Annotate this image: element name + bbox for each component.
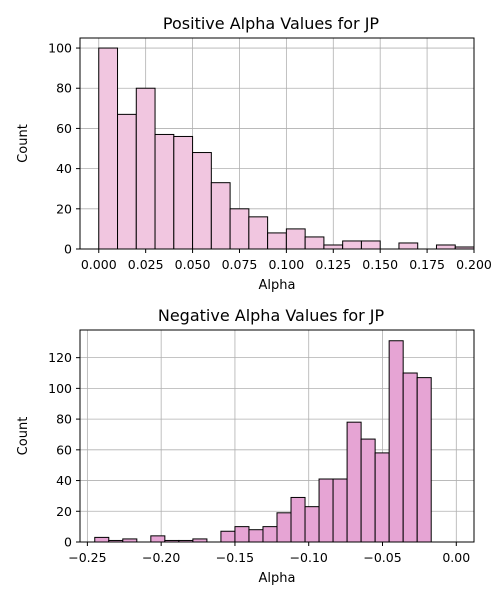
histogram-bar bbox=[416, 377, 432, 543]
y-tick-labels: 0 20 40 60 80 100 bbox=[48, 41, 80, 257]
histogram-bar bbox=[267, 232, 287, 250]
y-tick-label: 0 bbox=[64, 535, 72, 550]
x-tick-label: 0.050 bbox=[175, 257, 211, 272]
y-tick-label: 100 bbox=[48, 381, 72, 396]
x-tick-label: −0.10 bbox=[290, 550, 328, 565]
histogram-bar bbox=[229, 208, 250, 250]
positive-alpha-histogram: Positive Alpha Values for JP 0.000 0.025 0… bbox=[16, 14, 492, 293]
histogram-bar bbox=[323, 244, 344, 250]
x-axis-label: Alpha bbox=[259, 571, 296, 586]
histogram-bar bbox=[304, 236, 325, 250]
histogram-bar bbox=[220, 530, 236, 543]
y-tick-label: 80 bbox=[56, 81, 72, 96]
chart-title: Positive Alpha Values for JP bbox=[163, 14, 380, 33]
histogram-bar bbox=[332, 478, 348, 543]
histogram-bar bbox=[154, 133, 175, 250]
y-axis-label: Count bbox=[16, 417, 31, 456]
histogram-bar bbox=[234, 526, 250, 543]
histogram-bar bbox=[98, 47, 119, 250]
histogram-bar bbox=[374, 452, 390, 543]
x-tick-label: −0.05 bbox=[363, 550, 401, 565]
histogram-bar bbox=[262, 526, 278, 543]
y-tick-label: 80 bbox=[56, 412, 72, 427]
histogram-bar bbox=[388, 340, 404, 543]
histogram-bar bbox=[276, 512, 292, 543]
x-tick-label: −0.25 bbox=[68, 550, 106, 565]
x-tick-label: 0.000 bbox=[81, 257, 117, 272]
x-tick-label: 0.100 bbox=[268, 257, 304, 272]
negative-alpha-histogram: Negative Alpha Values for JP −0.25 −0.20−… bbox=[16, 306, 475, 586]
chart-title: Negative Alpha Values for JP bbox=[158, 306, 385, 325]
histogram-bar bbox=[248, 216, 269, 250]
histogram-bar bbox=[248, 529, 264, 543]
histogram-bar bbox=[435, 244, 456, 250]
histogram-bar bbox=[150, 535, 166, 543]
x-tick-label: 0.00 bbox=[442, 550, 470, 565]
y-tick-label: 100 bbox=[48, 41, 72, 56]
x-axis-label: Alpha bbox=[259, 278, 296, 293]
histogram-bar bbox=[304, 506, 320, 543]
x-tick-label: 0.175 bbox=[409, 257, 445, 272]
x-tick-label: 0.150 bbox=[362, 257, 398, 272]
x-tick-label: −0.20 bbox=[142, 550, 180, 565]
histogram-bar bbox=[290, 496, 306, 543]
histogram-bar bbox=[346, 421, 362, 543]
x-tick-label: 0.200 bbox=[456, 257, 492, 272]
histogram-bar bbox=[210, 182, 231, 250]
y-tick-label: 60 bbox=[56, 121, 72, 136]
histogram-bar bbox=[360, 240, 381, 250]
x-tick-label: 0.125 bbox=[315, 257, 351, 272]
y-tick-label: 40 bbox=[56, 473, 72, 488]
axes-frame bbox=[79, 329, 475, 543]
y-tick-label: 40 bbox=[56, 161, 72, 176]
x-tick-label: 0.025 bbox=[128, 257, 164, 272]
axes-frame bbox=[79, 37, 475, 250]
y-tick-labels: 0 20 40 60 80 100 120 bbox=[48, 350, 80, 550]
histogram-bar bbox=[192, 152, 212, 250]
y-axis-label: Count bbox=[16, 124, 31, 163]
x-tick-labels: −0.25 −0.20 −0.15 −0.10 −0.05 0.00 bbox=[68, 542, 470, 565]
y-tick-label: 0 bbox=[64, 242, 72, 257]
histogram-bar bbox=[135, 87, 156, 250]
y-tick-label: 20 bbox=[56, 201, 72, 216]
histogram-bar bbox=[285, 228, 306, 250]
histogram-bar bbox=[117, 113, 137, 250]
bars bbox=[98, 47, 475, 250]
histogram-bar bbox=[318, 478, 334, 543]
bars bbox=[94, 340, 432, 543]
x-tick-label: 0.075 bbox=[222, 257, 258, 272]
histogram-bar bbox=[402, 372, 418, 543]
histogram-bar bbox=[360, 438, 376, 543]
histogram-bar bbox=[342, 240, 362, 250]
y-tick-label: 60 bbox=[56, 442, 72, 457]
histogram-bar bbox=[398, 242, 419, 250]
histogram-bar bbox=[173, 135, 194, 250]
y-tick-label: 120 bbox=[48, 350, 72, 365]
x-tick-labels: 0.000 0.025 0.050 0.075 0.100 0.125 0.150 0.175… bbox=[81, 249, 492, 272]
y-tick-label: 20 bbox=[56, 504, 72, 519]
x-tick-label: −0.15 bbox=[216, 550, 254, 565]
histogram-bar bbox=[94, 536, 110, 543]
